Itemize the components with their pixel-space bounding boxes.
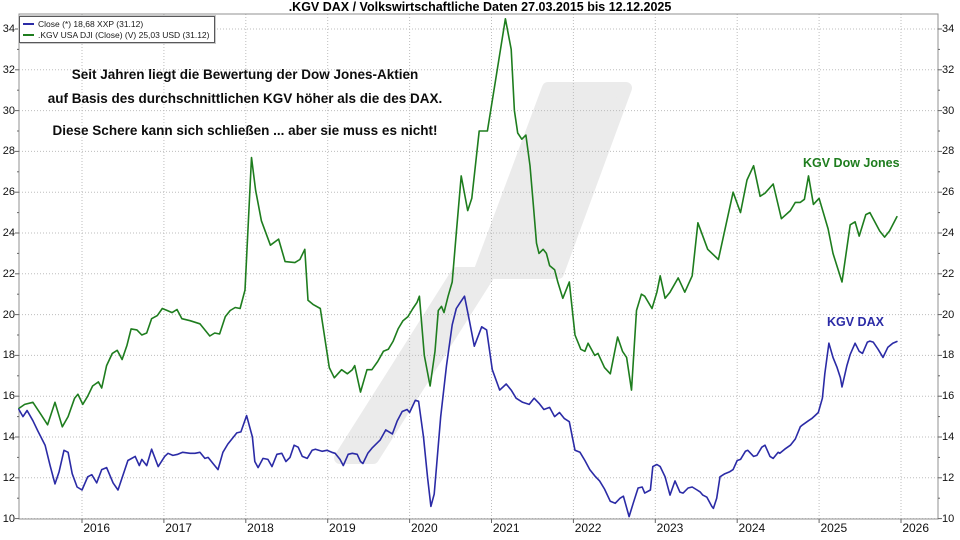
x-axis-label: 2016 (83, 521, 111, 535)
y-axis-label-left: 16 (2, 390, 15, 403)
line-kgv-dow-jones (18, 17, 898, 428)
y-axis-label-right: 24 (942, 227, 955, 239)
y-axis-label-left: 32 (2, 63, 15, 76)
x-axis-label: 2024 (738, 521, 766, 535)
x-axis-label: 2018 (247, 521, 274, 535)
y-axis-label-right: 26 (942, 186, 955, 199)
y-axis-label-left: 26 (2, 186, 15, 199)
y-axis-label-left: 24 (2, 227, 15, 239)
y-axis-label-right: 18 (942, 349, 955, 362)
x-axis-label: 2019 (329, 521, 356, 535)
y-axis-label-left: 34 (2, 23, 15, 35)
y-axis-label-left: 20 (2, 308, 15, 321)
series-label-dow-jones: KGV Dow Jones (803, 156, 900, 170)
annotation-line-2: auf Basis des durchschnittlichen KGV höh… (47, 91, 443, 106)
y-axis-label-left: 22 (2, 267, 15, 280)
legend-line-swatch (23, 33, 34, 36)
series-label-dax: KGV DAX (827, 315, 884, 329)
y-axis-label-right: 30 (942, 104, 955, 117)
annotation-line-1: Seit Jahren liegt die Bewertung der Dow … (71, 67, 419, 82)
chart-title: .KGV DAX / Volkswirtschaftliche Daten 27… (288, 0, 672, 14)
y-axis-label-right: 22 (942, 267, 955, 280)
x-axis-label: 2021 (492, 521, 520, 535)
y-axis-label-left: 18 (2, 349, 15, 362)
x-axis-label: 2020 (410, 521, 438, 535)
watermark-flash-logo (334, 82, 632, 464)
y-axis-label-right: 10 (942, 512, 955, 525)
y-axis-label-right: 12 (942, 471, 955, 484)
y-axis-label-right: 16 (942, 390, 955, 403)
y-axis-label-left: 30 (2, 104, 15, 117)
y-axis-label-right: 14 (942, 431, 955, 443)
annotation-text: Seit Jahren liegt die Bewertung der Dow … (28, 66, 462, 146)
legend-line-swatch (23, 22, 34, 25)
legend-item-label: .KGV USA DJI (Close) (V) 25,03 USD (31.1… (38, 29, 210, 40)
legend-item-2: .KGV USA DJI (Close) (V) 25,03 USD (31.1… (23, 29, 209, 40)
x-axis-label: 2025 (820, 521, 848, 535)
y-axis-label-left: 10 (2, 512, 15, 525)
x-axis-label: 2026 (902, 521, 930, 535)
y-axis-label-right: 20 (942, 308, 955, 321)
x-axis-label: 2017 (165, 521, 192, 535)
legend-box: Close (*) 18,68 XXP (31.12) .KGV USA DJI … (17, 15, 217, 44)
y-axis-label-right: 34 (942, 23, 955, 35)
line-kgv-dax (18, 295, 898, 518)
x-axis-label: 2023 (656, 521, 684, 535)
y-axis-label-right: 28 (942, 145, 955, 158)
legend-item-label: Close (*) 18,68 XXP (31.12) (38, 18, 144, 29)
legend-item-1: Close (*) 18,68 XXP (31.12) (23, 18, 209, 29)
y-axis-label-left: 12 (2, 471, 15, 484)
y-axis-label-right: 32 (942, 63, 955, 76)
annotation-line-3: Diese Schere kann sich schließen ... abe… (52, 123, 438, 138)
x-axis-label: 2022 (574, 521, 602, 535)
plot-border (18, 13, 939, 520)
y-axis-label-left: 14 (2, 431, 15, 443)
y-axis-label-left: 28 (2, 145, 15, 158)
